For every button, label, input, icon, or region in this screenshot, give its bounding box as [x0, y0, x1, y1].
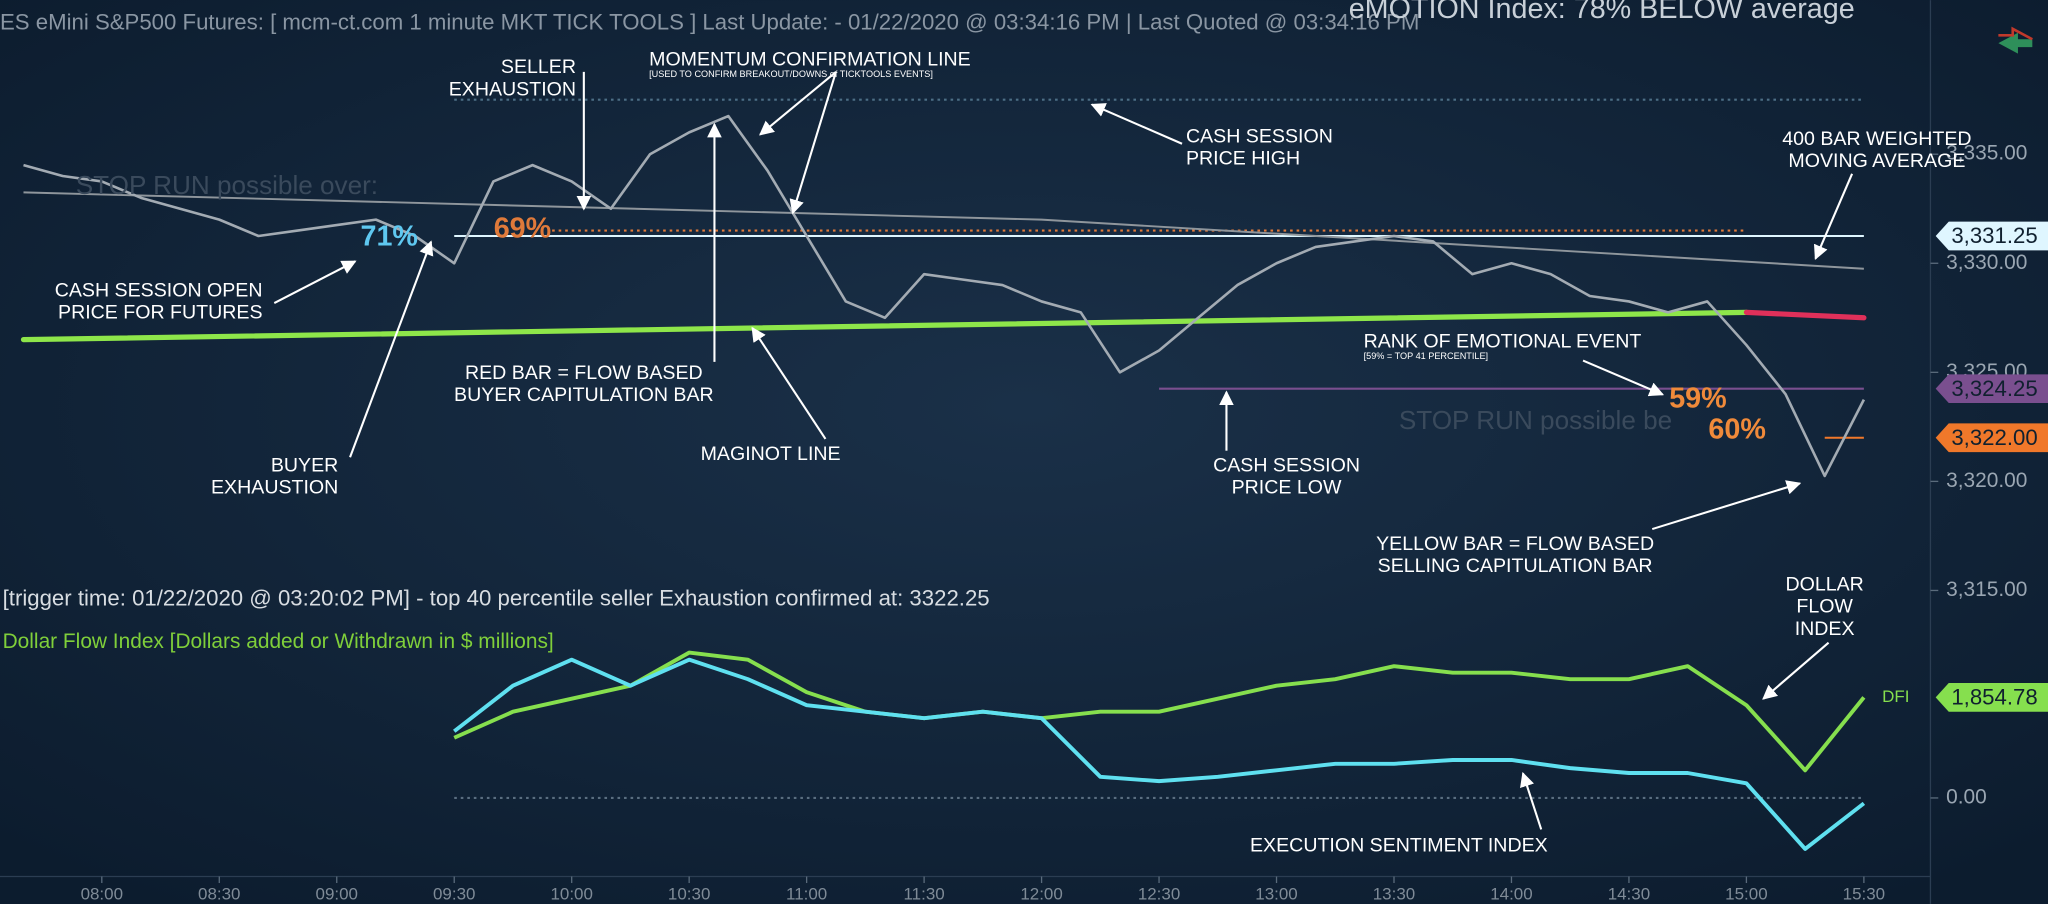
- x-tick-label: 14:30: [1608, 884, 1650, 903]
- x-tick-label: 09:00: [316, 884, 358, 903]
- annotation: PRICE FOR FUTURES: [58, 302, 263, 324]
- annotation-arrow: [1520, 771, 1543, 830]
- price-tag: [1935, 374, 2048, 404]
- maginot-line: [20, 309, 1750, 343]
- annotation: 400 BAR WEIGHTED: [1782, 128, 1971, 150]
- series-line: [453, 650, 1866, 773]
- x-tick-label: 11:30: [903, 884, 944, 903]
- x-tick-label: 10:00: [550, 884, 592, 903]
- x-tick-label: 13:30: [1373, 884, 1415, 903]
- y-tick-label: 3,315.00: [1946, 578, 2027, 601]
- y-tick-label: 0.00: [1946, 785, 1987, 808]
- x-tick-label: 14:00: [1490, 884, 1532, 903]
- annotation: YELLOW BAR = FLOW BASED: [1376, 533, 1654, 555]
- annotation: SELLER: [501, 56, 576, 78]
- annotation: DOLLAR: [1785, 573, 1863, 595]
- annotation: EXHAUSTION: [449, 78, 576, 100]
- price-tag: [1935, 682, 2048, 712]
- series-line: [453, 657, 1866, 851]
- annotation-arrow: [1814, 173, 1854, 261]
- annotation-arrow: [1651, 480, 1802, 531]
- annotation-arrow: [789, 71, 837, 215]
- series-name: DFI: [1882, 687, 1909, 706]
- trigger-note: [trigger time: 01/22/2020 @ 03:20:02 PM]…: [3, 585, 990, 610]
- annotation: CASH SESSION OPEN: [55, 280, 263, 302]
- x-tick-label: 08:30: [198, 884, 240, 903]
- event-rank-label: 71%: [360, 220, 417, 252]
- annotation-note: [USED TO CONFIRM BREAKOUT/DOWNS of TICKT…: [649, 69, 933, 79]
- price-tag-label: 3,331.25: [1951, 223, 2037, 248]
- annotation: RANK OF EMOTIONAL EVENT: [1364, 330, 1642, 352]
- annotation: RED BAR = FLOW BASED: [465, 362, 703, 384]
- annotation: MAGINOT LINE: [701, 443, 841, 465]
- faded-note: STOP RUN possible be: [1399, 405, 1672, 435]
- price-tag-label: 1,854.78: [1951, 685, 2037, 710]
- annotation: FLOW: [1796, 596, 1853, 618]
- annotation: MOVING AVERAGE: [1788, 150, 1965, 172]
- header-title: ES eMini S&P500 Futures: [ mcm-ct.com 1 …: [0, 9, 1419, 34]
- annotation: INDEX: [1795, 618, 1855, 640]
- annotation: BUYER: [271, 455, 338, 477]
- x-tick-label: 15:30: [1843, 884, 1885, 903]
- event-rank-label: 69%: [494, 213, 551, 245]
- annotation-arrow: [751, 326, 827, 440]
- annotation: CASH SESSION: [1186, 125, 1333, 147]
- pane-title: Dollar Flow Index [Dollars added or With…: [3, 630, 554, 653]
- x-tick-label: 11:00: [786, 884, 827, 903]
- annotation: PRICE HIGH: [1186, 148, 1300, 170]
- annotation: CASH SESSION: [1213, 455, 1360, 477]
- x-tick-label: 12:30: [1138, 884, 1180, 903]
- annotation: SELLING CAPITULATION BAR: [1378, 555, 1653, 577]
- y-tick-label: 3,320.00: [1946, 469, 2027, 492]
- x-tick-label: 09:30: [433, 884, 475, 903]
- annotation: EXECUTION SENTIMENT INDEX: [1250, 835, 1548, 857]
- x-tick-label: 10:30: [668, 884, 710, 903]
- price-tag: [1935, 423, 2048, 453]
- faded-note: STOP RUN possible over:: [76, 170, 378, 200]
- annotation-arrow: [1090, 103, 1183, 145]
- annotation: BUYER CAPITULATION BAR: [454, 384, 714, 406]
- emotion-index: eMOTION Index: 78% BELOW average: [1349, 0, 1855, 25]
- annotation: MOMENTUM CONFIRMATION LINE: [649, 48, 971, 70]
- annotation-note: [59% = TOP 41 PERCENTILE]: [1364, 351, 1489, 361]
- series-line: [23, 114, 1866, 478]
- event-rank-label: 60%: [1708, 414, 1765, 446]
- x-tick-label: 08:00: [81, 884, 123, 903]
- y-tick-label: 3,335.00: [1946, 142, 2027, 165]
- price-tag-label: 3,322.00: [1951, 425, 2037, 450]
- maginot-line: [1743, 309, 1867, 321]
- annotation-arrow: [759, 71, 837, 136]
- x-tick-label: 13:00: [1255, 884, 1297, 903]
- annotation-arrow: [1762, 641, 1830, 700]
- annotation: EXHAUSTION: [211, 477, 338, 499]
- annotation-arrow: [273, 260, 357, 305]
- event-rank-label: 59%: [1669, 382, 1726, 414]
- annotation: PRICE LOW: [1232, 477, 1342, 499]
- price-tag: [1935, 221, 2048, 251]
- y-tick-label: 3,330.00: [1946, 251, 2027, 274]
- x-tick-label: 15:00: [1725, 884, 1767, 903]
- annotation-arrow: [349, 240, 434, 458]
- weighted-moving-average: [23, 191, 1864, 270]
- price-tag-label: 3,324.25: [1951, 376, 2037, 401]
- x-tick-label: 12:00: [1020, 884, 1062, 903]
- logo-arrows: [1998, 26, 2033, 54]
- annotation-arrow: [1582, 359, 1665, 397]
